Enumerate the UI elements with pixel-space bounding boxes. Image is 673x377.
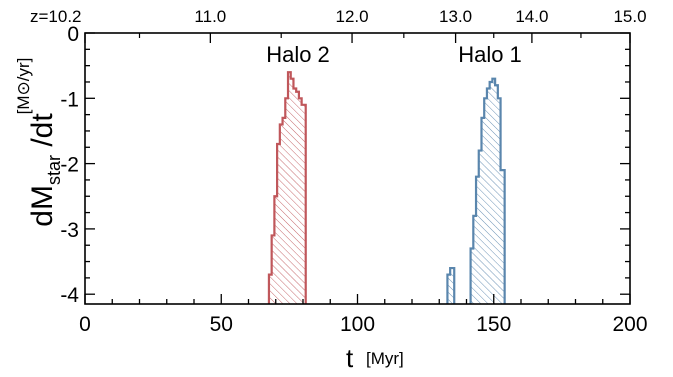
- halo-2-bar: [282, 117, 286, 304]
- halo-1-bar: [486, 88, 490, 304]
- halo-2-bar: [274, 196, 278, 304]
- halo-2-bar: [268, 274, 272, 304]
- y-tick-label: -4: [60, 284, 79, 307]
- x-tick-label: 100: [340, 313, 375, 336]
- halo-1-bar: [484, 98, 487, 304]
- halo-1-bar: [478, 150, 482, 304]
- halo-1-bar: [447, 274, 451, 304]
- halo-2-bar: [293, 88, 297, 304]
- x-tick-label: 50: [210, 313, 233, 336]
- x-tick-label: 200: [612, 313, 647, 336]
- halo-1-outline: [446, 77, 506, 304]
- halo-1-bar: [489, 81, 493, 304]
- halo-1-bar: [500, 170, 505, 304]
- y-axis-label-main: dM: [26, 185, 59, 227]
- annotation-halo-1: Halo 1: [458, 42, 522, 67]
- halo-2-outline: [267, 71, 307, 304]
- top-tick-label: z=10.2: [30, 7, 82, 26]
- halo-2-bar: [277, 144, 280, 304]
- y-axis-label: dMstar /dt: [26, 113, 64, 227]
- halo-1-bar: [470, 248, 474, 304]
- halo-2-bar: [285, 98, 289, 304]
- y-axis-unit: [M⊙/yr]: [14, 58, 33, 115]
- y-axis-label-tail: /dt: [26, 113, 59, 155]
- halo-2-bar: [290, 78, 294, 304]
- x-tick-label: 150: [476, 313, 511, 336]
- halo-1-bar: [492, 78, 496, 304]
- y-tick-label: 0: [67, 23, 79, 46]
- halo-1-bar: [497, 98, 501, 304]
- halo-2-bar: [301, 104, 306, 304]
- halo-2-bar: [296, 91, 299, 304]
- y-tick-label: -1: [60, 88, 79, 111]
- halo-1-bar: [450, 268, 455, 304]
- halo-1-bar: [481, 117, 485, 304]
- halo-1-bar: [495, 85, 498, 304]
- axis-ticks: [84, 32, 631, 304]
- top-tick-label: 11.0: [194, 7, 226, 26]
- x-axis-unit: [Myr]: [366, 349, 404, 368]
- y-tick-label: -2: [60, 154, 79, 177]
- plot-frame: [84, 32, 631, 305]
- halo-1-bar: [473, 215, 477, 304]
- halo-2-bar: [288, 72, 291, 304]
- annotation-halo-2: Halo 2: [266, 42, 330, 67]
- halo-1-bar: [476, 176, 479, 304]
- histogram-layer: [267, 71, 506, 304]
- halo-2-bar: [271, 235, 275, 304]
- halo-2-bar: [279, 124, 283, 304]
- y-tick-label: -3: [60, 219, 79, 242]
- top-tick-label: 13.0: [439, 7, 472, 26]
- top-tick-label: 15.0: [613, 7, 646, 26]
- top-tick-label: 12.0: [336, 7, 369, 26]
- x-tick-label: 0: [79, 313, 91, 336]
- y-axis-label-sub: star: [44, 155, 64, 185]
- top-tick-label: 14.0: [515, 7, 548, 26]
- svg-text:[M⊙/yr]: [M⊙/yr]: [14, 58, 33, 115]
- halo-2-bar: [298, 98, 302, 304]
- x-axis-label: t: [346, 343, 354, 373]
- svg-text:dMstar /dt: dMstar /dt: [26, 113, 64, 227]
